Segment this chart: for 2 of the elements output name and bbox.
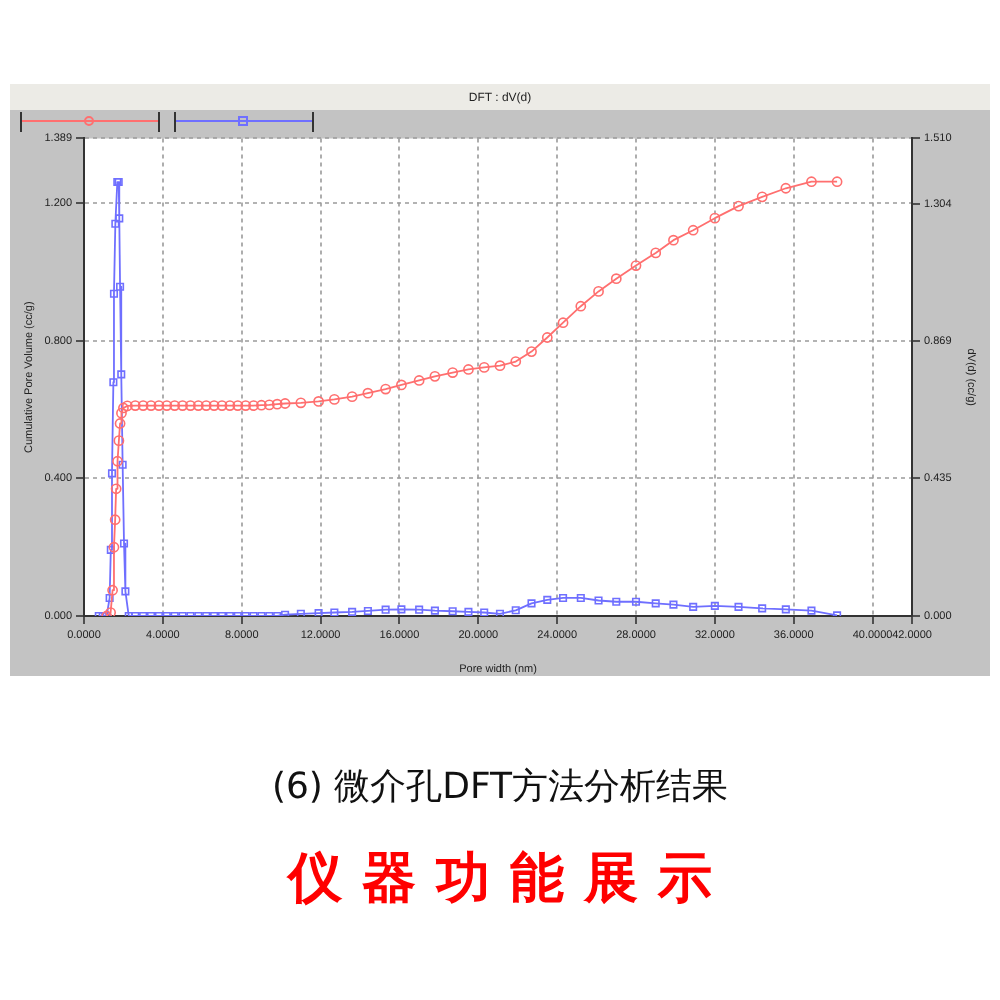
text: (6) 微介孔DFT方法分析结果 — [269, 764, 731, 810]
text: 仪器功能展示 — [284, 846, 734, 914]
